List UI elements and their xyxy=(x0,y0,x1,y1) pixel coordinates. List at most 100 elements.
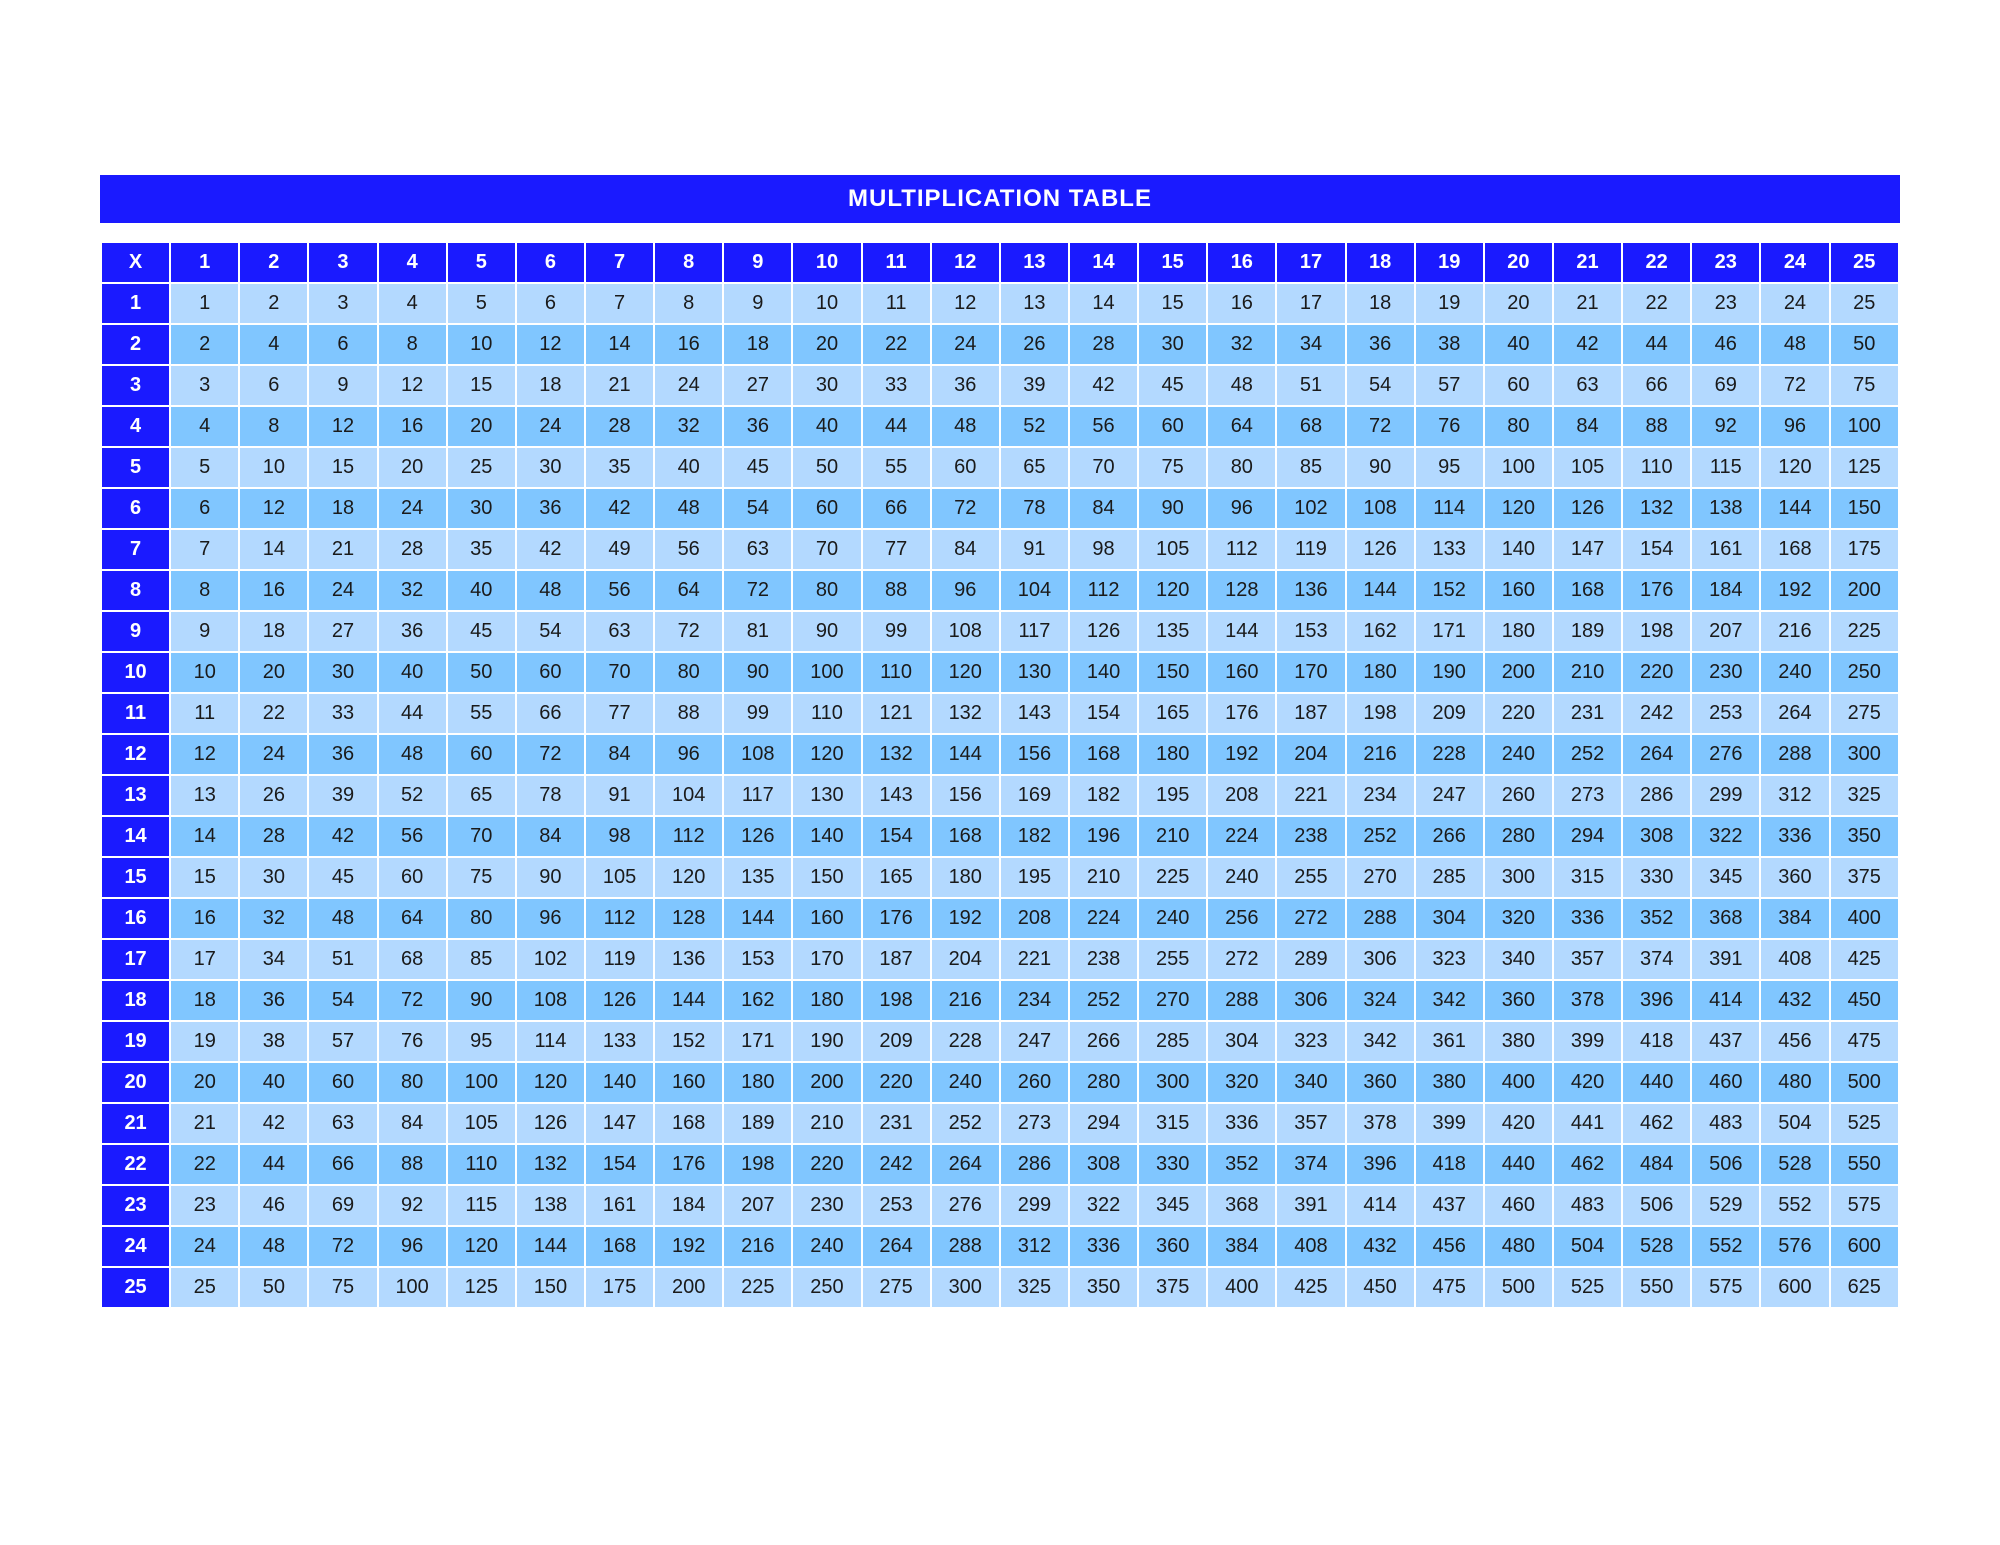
cell: 104 xyxy=(654,775,723,816)
cell: 357 xyxy=(1553,939,1622,980)
cell: 352 xyxy=(1622,898,1691,939)
cell: 575 xyxy=(1691,1267,1760,1308)
cell: 153 xyxy=(723,939,792,980)
cell: 350 xyxy=(1830,816,1899,857)
cell: 98 xyxy=(1069,529,1138,570)
cell: 315 xyxy=(1138,1103,1207,1144)
cell: 77 xyxy=(585,693,654,734)
cell: 50 xyxy=(1830,324,1899,365)
cell: 550 xyxy=(1830,1144,1899,1185)
cell: 216 xyxy=(1760,611,1829,652)
cell: 63 xyxy=(308,1103,377,1144)
cell: 286 xyxy=(1000,1144,1069,1185)
cell: 176 xyxy=(1622,570,1691,611)
col-header: 14 xyxy=(1069,242,1138,283)
cell: 180 xyxy=(931,857,1000,898)
cell: 20 xyxy=(792,324,861,365)
cell: 126 xyxy=(723,816,792,857)
cell: 234 xyxy=(1346,775,1415,816)
cell: 440 xyxy=(1484,1144,1553,1185)
cell: 220 xyxy=(792,1144,861,1185)
cell: 18 xyxy=(170,980,239,1021)
cell: 130 xyxy=(792,775,861,816)
cell: 46 xyxy=(239,1185,308,1226)
cell: 256 xyxy=(1207,898,1276,939)
cell: 28 xyxy=(378,529,447,570)
cell: 42 xyxy=(1069,365,1138,406)
cell: 3 xyxy=(308,283,377,324)
cell: 144 xyxy=(516,1226,585,1267)
cell: 144 xyxy=(1346,570,1415,611)
row-header: 1 xyxy=(101,283,170,324)
cell: 7 xyxy=(585,283,654,324)
cell: 33 xyxy=(308,693,377,734)
cell: 36 xyxy=(308,734,377,775)
cell: 132 xyxy=(862,734,931,775)
cell: 168 xyxy=(654,1103,723,1144)
cell: 182 xyxy=(1069,775,1138,816)
cell: 108 xyxy=(1346,488,1415,529)
cell: 15 xyxy=(447,365,516,406)
col-header: 2 xyxy=(239,242,308,283)
cell: 144 xyxy=(654,980,723,1021)
cell: 150 xyxy=(1138,652,1207,693)
cell: 36 xyxy=(931,365,1000,406)
cell: 529 xyxy=(1691,1185,1760,1226)
cell: 210 xyxy=(1138,816,1207,857)
cell: 161 xyxy=(1691,529,1760,570)
cell: 45 xyxy=(1138,365,1207,406)
cell: 441 xyxy=(1553,1103,1622,1144)
cell: 336 xyxy=(1760,816,1829,857)
cell: 273 xyxy=(1553,775,1622,816)
cell: 64 xyxy=(654,570,723,611)
cell: 110 xyxy=(792,693,861,734)
cell: 275 xyxy=(1830,693,1899,734)
cell: 380 xyxy=(1415,1062,1484,1103)
cell: 315 xyxy=(1553,857,1622,898)
row-header: 25 xyxy=(101,1267,170,1308)
cell: 240 xyxy=(1138,898,1207,939)
cell: 225 xyxy=(1138,857,1207,898)
cell: 322 xyxy=(1691,816,1760,857)
cell: 306 xyxy=(1276,980,1345,1021)
cell: 84 xyxy=(1069,488,1138,529)
cell: 240 xyxy=(1484,734,1553,775)
row-header: 21 xyxy=(101,1103,170,1144)
cell: 120 xyxy=(1760,447,1829,488)
cell: 18 xyxy=(239,611,308,652)
cell: 437 xyxy=(1415,1185,1484,1226)
cell: 72 xyxy=(931,488,1000,529)
cell: 168 xyxy=(1069,734,1138,775)
cell: 207 xyxy=(1691,611,1760,652)
cell: 230 xyxy=(1691,652,1760,693)
cell: 231 xyxy=(1553,693,1622,734)
cell: 96 xyxy=(1207,488,1276,529)
cell: 506 xyxy=(1622,1185,1691,1226)
cell: 56 xyxy=(585,570,654,611)
cell: 52 xyxy=(1000,406,1069,447)
cell: 286 xyxy=(1622,775,1691,816)
cell: 55 xyxy=(447,693,516,734)
cell: 9 xyxy=(170,611,239,652)
cell: 138 xyxy=(516,1185,585,1226)
col-header: 17 xyxy=(1276,242,1345,283)
cell: 96 xyxy=(1760,406,1829,447)
cell: 30 xyxy=(792,365,861,406)
cell: 24 xyxy=(378,488,447,529)
cell: 16 xyxy=(654,324,723,365)
cell: 6 xyxy=(239,365,308,406)
cell: 323 xyxy=(1276,1021,1345,1062)
cell: 162 xyxy=(723,980,792,1021)
cell: 189 xyxy=(723,1103,792,1144)
table-row: 8816243240485664728088961041121201281361… xyxy=(101,570,1899,611)
cell: 32 xyxy=(378,570,447,611)
cell: 3 xyxy=(170,365,239,406)
cell: 28 xyxy=(585,406,654,447)
col-header: 9 xyxy=(723,242,792,283)
row-header: 20 xyxy=(101,1062,170,1103)
cell: 100 xyxy=(447,1062,516,1103)
cell: 66 xyxy=(1622,365,1691,406)
table-row: 1313263952657891104117130143156169182195… xyxy=(101,775,1899,816)
cell: 105 xyxy=(447,1103,516,1144)
cell: 84 xyxy=(378,1103,447,1144)
